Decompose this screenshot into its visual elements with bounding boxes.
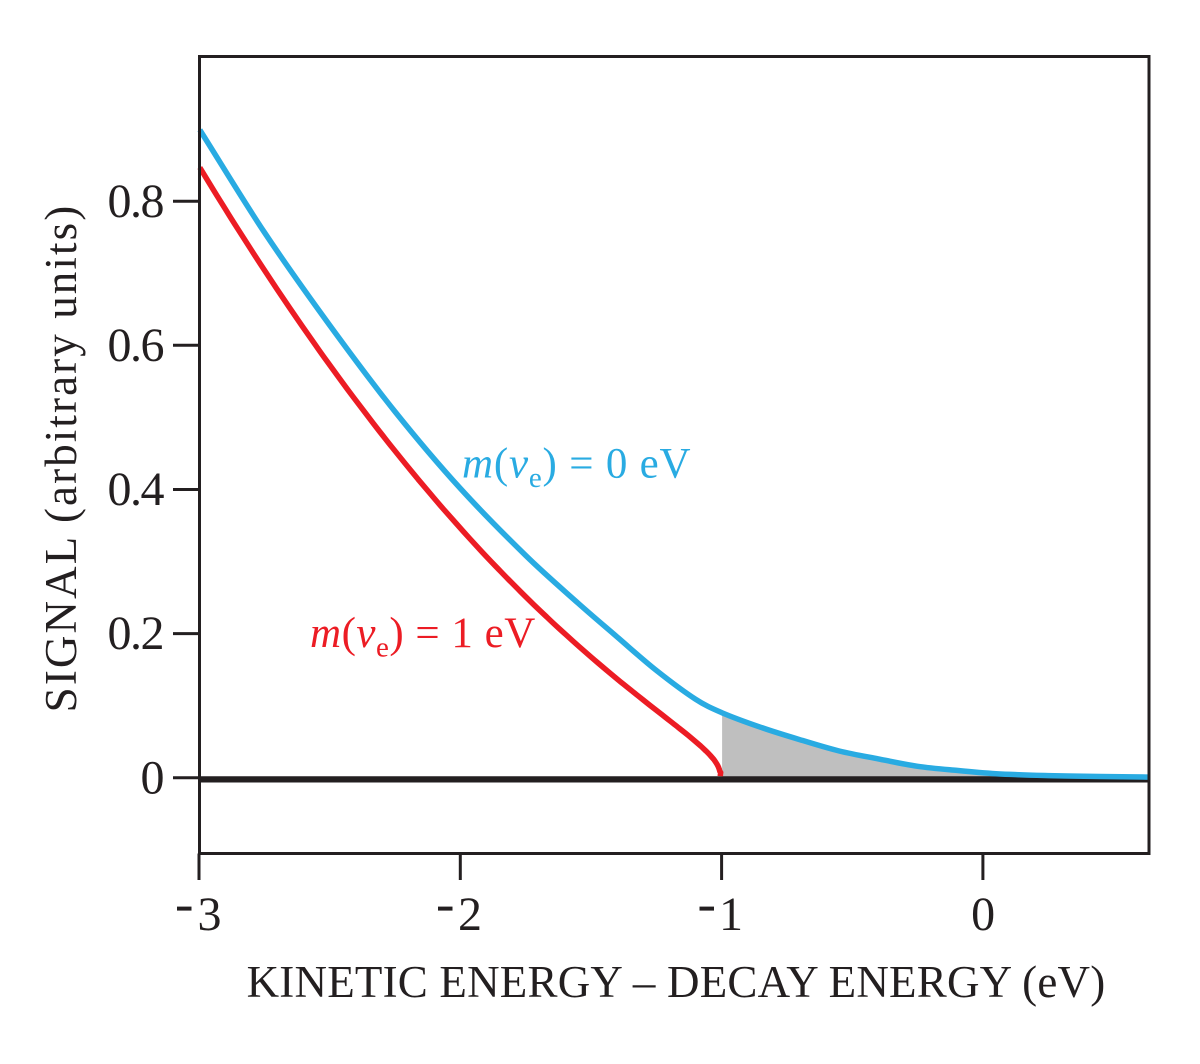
svg-text:0: 0 bbox=[141, 751, 164, 804]
svg-text:SIGNAL (arbitrary units): SIGNAL (arbitrary units) bbox=[36, 204, 86, 713]
svg-text:KINETIC ENERGY – DECAY ENERGY: KINETIC ENERGY – DECAY ENERGY (eV) bbox=[247, 957, 1106, 1007]
svg-text:1: 1 bbox=[719, 888, 743, 941]
svg-text:0: 0 bbox=[971, 888, 995, 941]
svg-text:0.6: 0.6 bbox=[108, 319, 164, 372]
svg-text:2: 2 bbox=[458, 888, 482, 941]
svg-text:3: 3 bbox=[198, 888, 222, 941]
svg-text:m(νe) = 1 eV: m(νe) = 1 eV bbox=[310, 610, 536, 664]
svg-text:0.4: 0.4 bbox=[108, 463, 165, 516]
svg-text:0.8: 0.8 bbox=[108, 175, 164, 228]
svg-text:m(νe) = 0 eV: m(νe) = 0 eV bbox=[462, 441, 691, 495]
svg-text:0.2: 0.2 bbox=[108, 607, 164, 660]
